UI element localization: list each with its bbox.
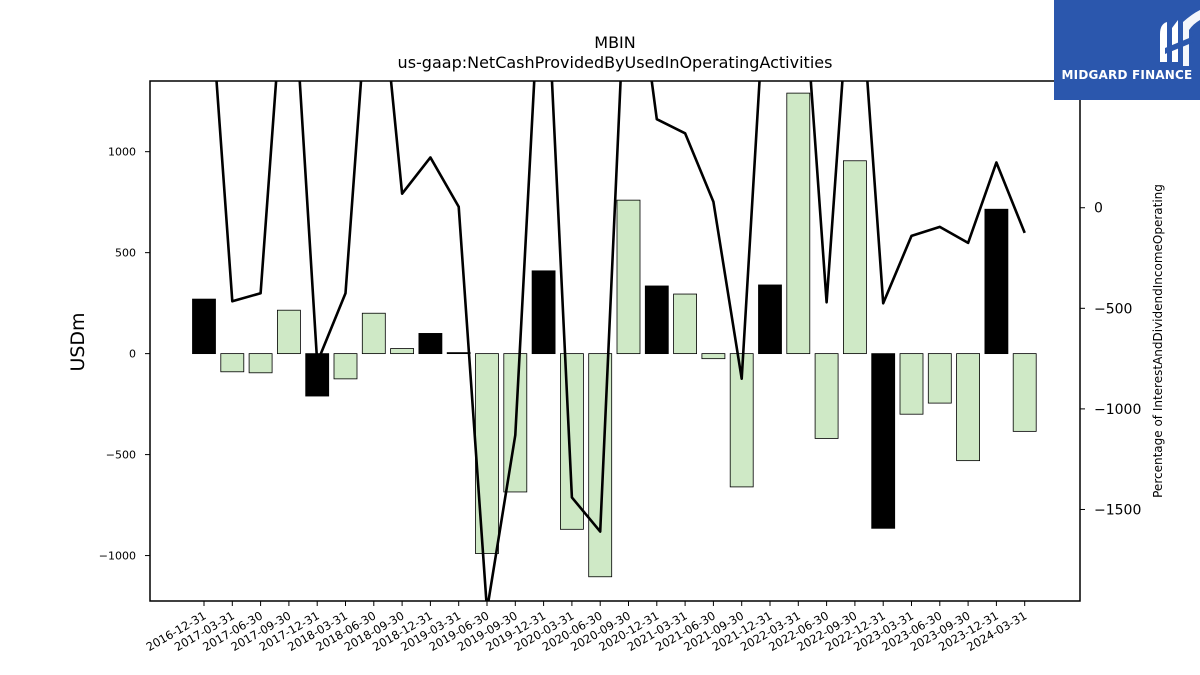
bar (673, 293, 697, 355)
bar (248, 353, 273, 374)
bar (446, 352, 471, 355)
bar (616, 199, 641, 355)
bar (984, 208, 1009, 355)
bar (956, 353, 980, 462)
y-tick-label: −500 (106, 449, 136, 462)
y2-tick-label: 0 (1094, 201, 1103, 217)
logo-mark-icon (1160, 10, 1200, 66)
y2-tick-label: −1500 (1094, 502, 1141, 518)
bar (871, 353, 896, 529)
y-tick-label: 1000 (108, 146, 136, 159)
bar (475, 353, 499, 554)
bar (418, 333, 443, 355)
bar (701, 353, 726, 360)
bar (1012, 353, 1037, 432)
chart-subtitle: us-gaap:NetCashProvidedByUsedInOperating… (398, 53, 833, 72)
bar (588, 353, 613, 578)
bar (361, 312, 386, 355)
logo-text: MIDGARD FINANCE (1061, 68, 1193, 82)
series-line (215, 81, 1026, 601)
y2-axis-label: Percentage of InterestAndDividendIncomeO… (1151, 184, 1165, 498)
plot-frame (149, 80, 1081, 602)
bar (899, 353, 924, 415)
bar (390, 348, 415, 355)
bar (729, 353, 754, 488)
bar (560, 353, 584, 530)
bar (333, 353, 358, 380)
bar (644, 285, 669, 355)
chart-title: MBIN (594, 33, 635, 52)
plot-area: −1000−50005001000−1500−1000−50002016-12-… (99, 80, 1141, 654)
y2-tick-label: −500 (1094, 301, 1132, 317)
bar (843, 160, 867, 355)
y-tick-label: 500 (115, 247, 136, 260)
y-axis-label: USDm (67, 312, 89, 371)
bar (758, 284, 782, 355)
y-tick-label: −1000 (99, 550, 136, 563)
bar (276, 309, 301, 355)
brand-logo: MIDGARD FINANCE (1054, 0, 1200, 100)
y-tick-label: 0 (129, 348, 136, 361)
bar (220, 353, 245, 373)
bar (927, 353, 952, 404)
bar (192, 298, 216, 355)
y2-tick-label: −1000 (1094, 402, 1141, 418)
bar (786, 92, 811, 355)
bar (531, 270, 556, 355)
bar (814, 353, 839, 439)
